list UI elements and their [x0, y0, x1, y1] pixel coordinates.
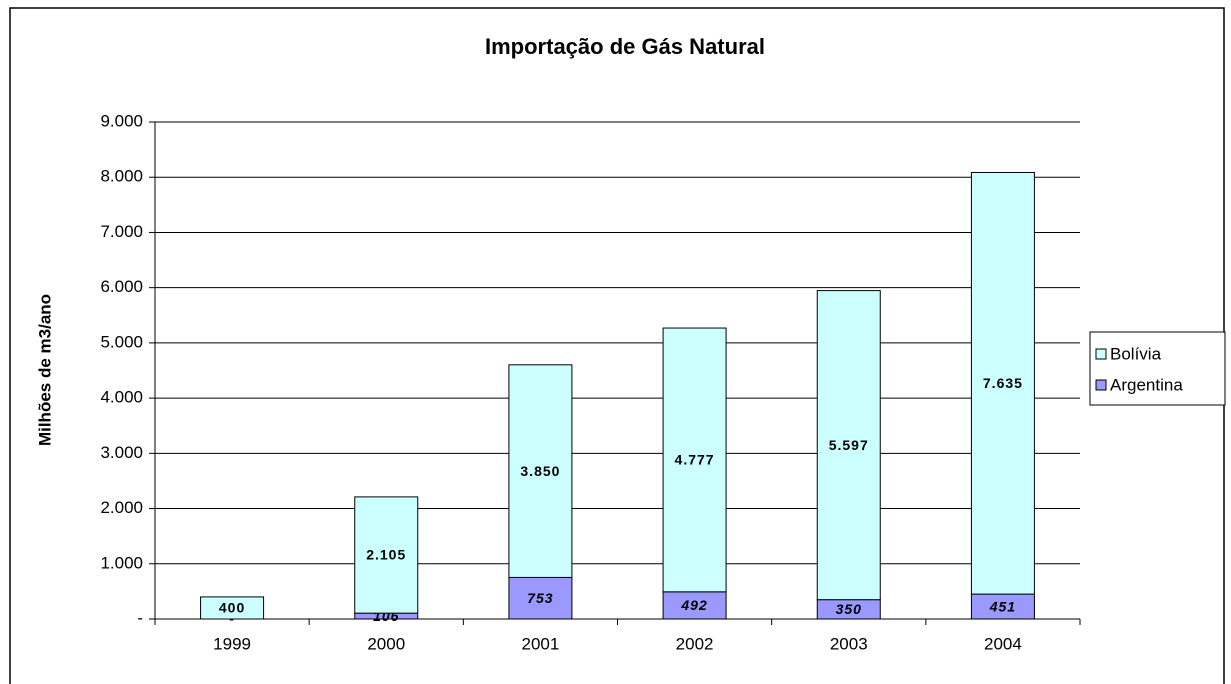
bar-segment — [354, 496, 419, 614]
legend-label: Argentina — [1110, 375, 1183, 394]
y-tick-label: 8.000 — [100, 167, 143, 186]
data-label: 492 — [680, 597, 707, 613]
y-tick-label: 2.000 — [100, 498, 143, 517]
bar-segment — [662, 327, 727, 593]
data-label: 400 — [219, 600, 245, 616]
y-tick-label: 3.000 — [100, 443, 143, 462]
data-label: 7.635 — [983, 375, 1023, 391]
bar-segment — [816, 290, 881, 601]
x-tick-label: 2004 — [984, 634, 1022, 653]
y-axis-label: Milhões de m3/ano — [35, 294, 54, 446]
y-tick-label: 1.000 — [100, 553, 143, 572]
bar-segment — [508, 364, 573, 578]
x-tick-label: 2003 — [830, 634, 868, 653]
x-tick-label: 2000 — [367, 634, 405, 653]
data-label: 2.105 — [366, 547, 406, 563]
legend-swatch — [1095, 348, 1107, 360]
y-tick-label: 7.000 — [100, 222, 143, 241]
x-tick-label: 2002 — [676, 634, 714, 653]
y-tick-label: - — [137, 608, 143, 627]
x-tick-label: 2001 — [522, 634, 560, 653]
legend-box — [1089, 331, 1226, 406]
data-label: 4.777 — [675, 452, 715, 468]
y-tick-label: 4.000 — [100, 388, 143, 407]
data-label: 350 — [836, 601, 862, 617]
y-tick-label: 6.000 — [100, 277, 143, 296]
y-tick-label: 5.000 — [100, 332, 143, 351]
y-tick-label: 9.000 — [100, 111, 143, 130]
bar-segment — [970, 593, 1035, 620]
x-tick-label: 1999 — [213, 634, 251, 653]
data-label: 753 — [527, 590, 553, 606]
bar-segment — [970, 171, 1035, 595]
legend-swatch — [1095, 379, 1107, 391]
data-label: 5.597 — [829, 437, 869, 453]
data-label: 3.850 — [520, 463, 560, 479]
chart-border — [9, 7, 1225, 684]
chart-title: Importação de Gás Natural — [485, 34, 765, 59]
data-label: 451 — [989, 598, 1016, 614]
legend-label: Bolívia — [1110, 344, 1162, 363]
bar-segment — [508, 576, 573, 620]
